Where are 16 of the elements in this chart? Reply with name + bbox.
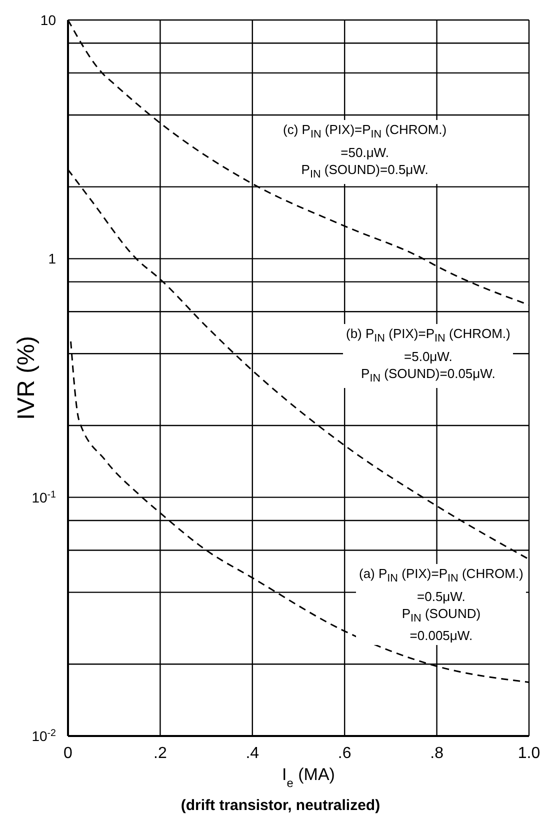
text: (drift transistor, neutralized) <box>180 797 382 814</box>
x-tick-label: .6 <box>338 745 352 762</box>
y-tick-label: 10$^{-2}$ <box>32 728 56 744</box>
text: (c) P$_{IN}$ (PIX)=P$_{IN}$ (CHROM.) =50.μW. P$_{IN}$ (SOUND)=0.5μW. <box>283 122 447 180</box>
x-tick-label: 1.0 <box>518 745 540 762</box>
x-tick-label: .8 <box>430 745 444 762</box>
y-tick-label: 1 <box>48 250 56 267</box>
text: (b) P$_{IN}$ (PIX)=P$_{IN}$ (CHROM.) =5.0μW. P$_{IN}$ (SOUND)=0.05μW. <box>346 326 510 384</box>
y-axis-title: IVR (%) <box>13 336 40 420</box>
text: (a) P$_{IN}$ (PIX)=P$_{IN}$ (CHROM.) =0.5μW. P$_{IN}$ (SOUND) =0.005μW. <box>359 566 524 644</box>
x-axis-title: I$_{e}$ (MA) <box>282 765 335 790</box>
x-tick-label: 0 <box>64 745 73 762</box>
x-tick-label: .4 <box>246 745 260 762</box>
y-tick-label: 10$^{-1}$ <box>32 488 56 506</box>
x-tick-label: .2 <box>154 745 167 762</box>
y-tick-label: 10 <box>40 12 56 28</box>
